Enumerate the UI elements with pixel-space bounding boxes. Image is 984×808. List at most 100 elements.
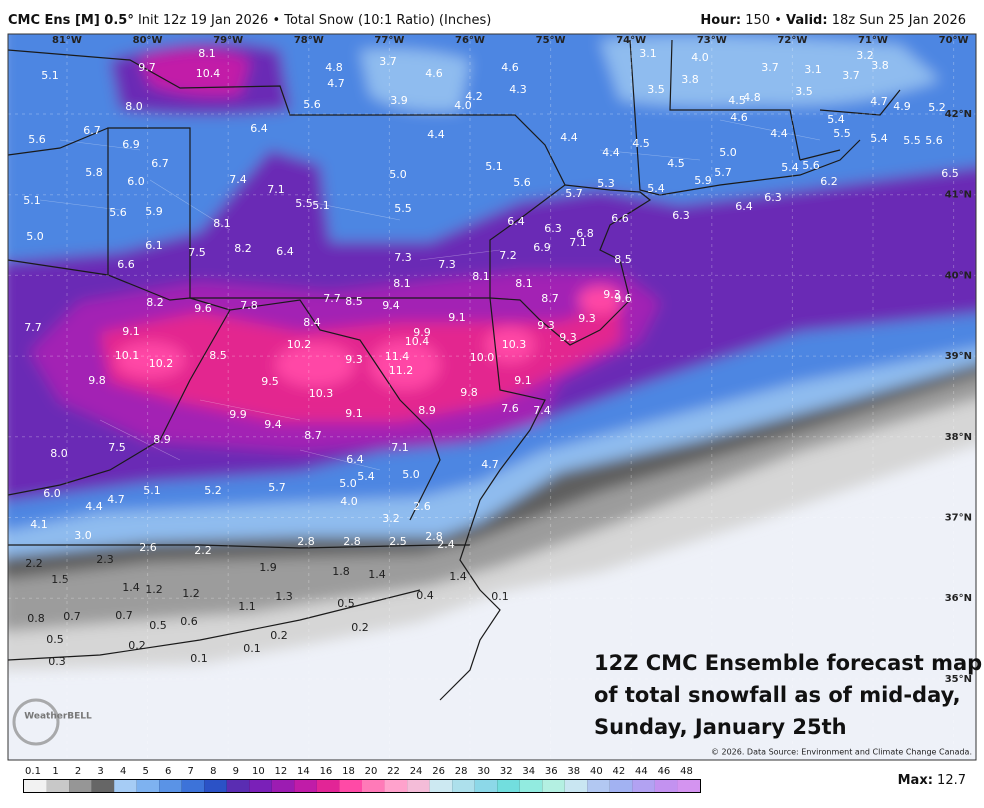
snow-total: 5.0 [389, 168, 407, 181]
snow-total: 9.3 [345, 353, 363, 366]
snow-total: 4.9 [893, 100, 911, 113]
snow-total: 6.0 [127, 175, 145, 188]
valid-value: 18z Sun 25 Jan 2026 [832, 13, 966, 28]
snow-total: 3.8 [871, 59, 889, 72]
colorbar-label: 42 [612, 766, 625, 777]
snow-total: 4.0 [340, 495, 358, 508]
colorbar-label: 14 [297, 766, 310, 777]
snow-total: 4.1 [30, 518, 48, 531]
colorbar-label: 8 [210, 766, 216, 777]
snow-total: 1.1 [238, 600, 256, 613]
lon-label: 80°W [133, 35, 163, 46]
lon-label: 76°W [455, 35, 485, 46]
colorbar-swatch [91, 780, 115, 792]
snow-total: 5.5 [903, 134, 921, 147]
snow-total: 4.4 [427, 128, 445, 141]
snow-total: 10.4 [196, 67, 221, 80]
lon-label: 74°W [616, 35, 646, 46]
map: 8.1 9.7 10.4 5.1 4.8 4.7 3.7 4.6 4.6 4.3 3.1 4.0 3.8… [8, 34, 976, 760]
snow-total: 9.3 [559, 331, 577, 344]
snow-total: 5.1 [41, 69, 59, 82]
snow-total: 8.0 [125, 100, 143, 113]
snow-total: 8.4 [303, 316, 321, 329]
snow-total: 0.2 [351, 621, 369, 634]
colorbar-swatch [564, 780, 588, 792]
snow-total: 10.3 [309, 387, 334, 400]
colorbar-label: 10 [252, 766, 265, 777]
snow-total: 6.3 [764, 191, 782, 204]
snow-total: 8.1 [198, 47, 216, 60]
snow-total: 0.5 [46, 633, 64, 646]
snow-total: 0.7 [115, 609, 133, 622]
header-right: Hour: 150 • Valid: 18z Sun 25 Jan 2026 [700, 13, 966, 28]
snow-total: 5.9 [145, 205, 163, 218]
snow-total: 7.6 [501, 402, 519, 415]
logo: WeatherBELL [12, 698, 92, 746]
snow-total: 4.4 [770, 127, 788, 140]
colorbar-swatch [429, 780, 453, 792]
colorbar-swatch [294, 780, 317, 792]
snow-total: 5.6 [303, 98, 321, 111]
snow-total: 4.7 [327, 77, 345, 90]
snow-total: 0.2 [270, 629, 288, 642]
snow-total: 6.4 [250, 122, 268, 135]
colorbar-label: 4 [120, 766, 126, 777]
snow-total: 5.1 [312, 199, 330, 212]
snow-total: 7.4 [533, 404, 551, 417]
snow-total: 5.5 [295, 197, 313, 210]
colorbar-label: 48 [680, 766, 693, 777]
colorbar-label: 28 [455, 766, 468, 777]
snow-total: 7.2 [499, 249, 517, 262]
colorbar-label: 20 [365, 766, 378, 777]
snow-total: 8.2 [146, 296, 164, 309]
snow-total: 6.7 [151, 157, 169, 170]
snow-total: 4.7 [481, 458, 499, 471]
snow-total: 2.8 [343, 535, 361, 548]
snow-total: 5.6 [925, 134, 943, 147]
snow-total: 6.9 [533, 241, 551, 254]
snow-total: 8.1 [393, 277, 411, 290]
snow-total: 4.4 [560, 131, 578, 144]
lat-label: 36°N [945, 593, 972, 604]
snow-total: 6.3 [672, 209, 690, 222]
snow-total: 6.3 [544, 222, 562, 235]
snow-total: 6.5 [941, 167, 959, 180]
snow-total: 8.7 [541, 292, 559, 305]
snow-total: 7.3 [394, 251, 412, 264]
snow-total: 2.6 [413, 500, 431, 513]
snow-total: 5.4 [357, 470, 375, 483]
snow-total: 1.4 [368, 568, 386, 581]
snow-total: 4.5 [667, 157, 685, 170]
lon-label: 78°W [294, 35, 324, 46]
snow-total: 6.4 [507, 215, 525, 228]
snow-total: 9.9 [229, 408, 247, 421]
snow-total: 5.8 [85, 166, 103, 179]
header-left: CMC Ens [M] 0.5° Init 12z 19 Jan 2026 • … [8, 13, 491, 28]
snow-total: 0.1 [491, 590, 509, 603]
max-label: Max: [898, 773, 933, 788]
snow-total: 8.1 [515, 277, 533, 290]
lat-label: 37°N [945, 513, 972, 524]
colorbar-label: 2 [75, 766, 81, 777]
snow-total: 3.7 [842, 69, 860, 82]
colorbar-label: 0.1 [25, 766, 41, 777]
colorbar-label: 12 [274, 766, 287, 777]
snow-total: 4.6 [730, 111, 748, 124]
colorbar-label: 1 [52, 766, 58, 777]
snow-total: 7.1 [267, 183, 285, 196]
snow-total: 8.5 [614, 253, 632, 266]
snow-total: 5.0 [719, 146, 737, 159]
colorbar-swatch [181, 780, 205, 792]
snow-total: 4.0 [691, 51, 709, 64]
colorbar-label: 26 [432, 766, 445, 777]
lat-label: 40°N [945, 270, 972, 281]
snow-total: 5.7 [565, 187, 583, 200]
lon-label: 72°W [777, 35, 807, 46]
snow-total: 6.7 [83, 124, 101, 137]
colorbar-label: 46 [658, 766, 671, 777]
snow-total: 2.3 [96, 553, 114, 566]
snow-total: 6.4 [735, 200, 753, 213]
snow-total: 5.4 [827, 113, 845, 126]
snow-total: 2.5 [389, 535, 407, 548]
